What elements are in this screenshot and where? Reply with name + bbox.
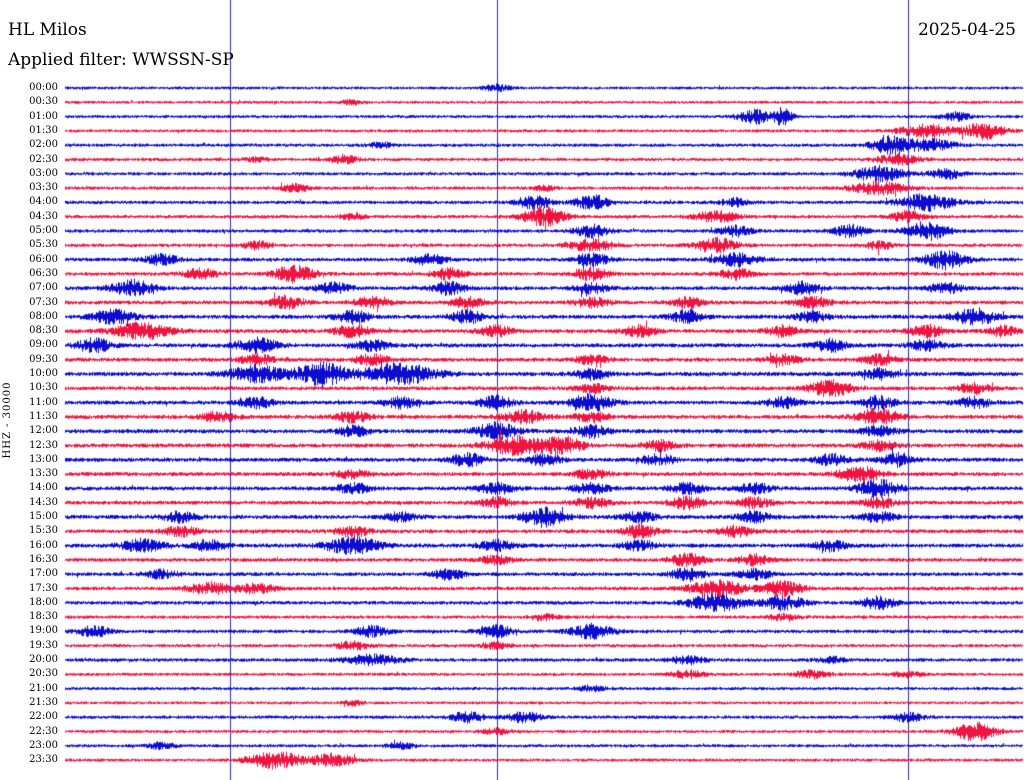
time-label: 14:00 <box>29 482 58 494</box>
time-label: 06:30 <box>29 267 58 279</box>
time-label: 22:00 <box>29 711 58 723</box>
time-label: 20:30 <box>29 668 58 680</box>
time-label: 17:00 <box>29 568 58 580</box>
date-label: 2025-04-25 <box>917 20 1016 40</box>
time-label: 22:30 <box>29 725 58 737</box>
time-label: 04:30 <box>29 210 58 222</box>
time-label: 11:00 <box>29 396 58 408</box>
time-label: 01:30 <box>29 124 58 136</box>
time-label: 17:30 <box>29 582 58 594</box>
time-label: 02:00 <box>29 139 58 151</box>
time-label: 09:30 <box>29 353 58 365</box>
time-label: 21:30 <box>29 696 58 708</box>
time-label: 01:00 <box>29 110 58 122</box>
time-label: 03:00 <box>29 167 58 179</box>
time-label: 13:00 <box>29 453 58 465</box>
time-label: 19:30 <box>29 639 58 651</box>
time-label: 19:00 <box>29 625 58 637</box>
time-label: 03:30 <box>29 182 58 194</box>
time-label: 23:30 <box>29 754 58 766</box>
time-label: 10:30 <box>29 382 58 394</box>
time-label: 05:00 <box>29 225 58 236</box>
time-label: 02:30 <box>29 153 58 165</box>
time-label: 07:30 <box>29 296 58 308</box>
time-label: 07:00 <box>29 282 58 294</box>
time-label: 16:00 <box>29 539 58 551</box>
time-label: 08:00 <box>29 310 58 322</box>
applied-filter-label: Applied filter: WWSSN-SP <box>8 50 234 70</box>
time-label: 14:30 <box>29 496 58 508</box>
time-label: 00:30 <box>29 96 58 108</box>
time-label: 12:30 <box>29 439 58 451</box>
time-label: 21:00 <box>29 682 58 694</box>
time-label: 05:30 <box>29 239 58 251</box>
time-label: 20:00 <box>29 654 58 665</box>
time-label: 15:30 <box>29 525 58 537</box>
time-label: 00:00 <box>29 82 58 93</box>
time-label: 18:30 <box>29 611 58 623</box>
time-label: 16:30 <box>29 553 58 565</box>
station-title: HL Milos <box>8 20 87 40</box>
time-label: 12:00 <box>29 425 58 437</box>
time-label: 23:00 <box>29 739 58 751</box>
time-label: 15:00 <box>29 511 58 522</box>
time-label: 06:00 <box>29 253 58 265</box>
time-label: 04:00 <box>29 196 58 208</box>
time-label: 09:00 <box>29 339 58 351</box>
time-label: 13:30 <box>29 468 58 480</box>
time-label: 18:00 <box>29 596 58 608</box>
time-label: 08:30 <box>29 325 58 337</box>
time-label: 11:30 <box>29 410 58 422</box>
time-label: 10:00 <box>29 368 58 379</box>
